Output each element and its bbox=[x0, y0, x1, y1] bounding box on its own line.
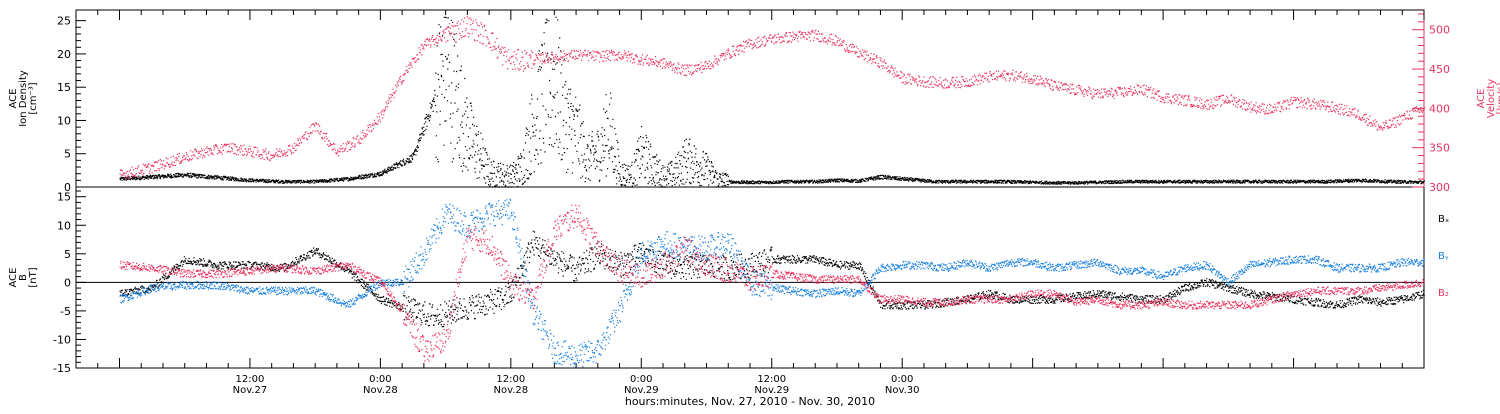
x-tick-label-date: Nov.29 bbox=[624, 385, 659, 396]
top-left-tick-label: 25 bbox=[57, 15, 71, 28]
velocity-series bbox=[119, 16, 1426, 180]
x-axis-label: hours:minutes, Nov. 27, 2010 - Nov. 30, … bbox=[625, 395, 875, 408]
x-tick-label-time: 12:00 bbox=[757, 374, 786, 385]
x-tick-label-date: Nov.27 bbox=[233, 385, 268, 396]
top-left-tick-label: 20 bbox=[57, 48, 71, 61]
legend-entry: Bᵧ bbox=[1438, 251, 1449, 262]
x-tick-label-date: Nov.28 bbox=[363, 385, 398, 396]
x-tick-label-date: Nov.29 bbox=[754, 385, 789, 396]
bottom-left-ylabel: ACE B [nT] bbox=[8, 267, 39, 287]
top-right-ylabel-line: [km/s] bbox=[1496, 82, 1500, 114]
x-tick-label-time: 0:00 bbox=[891, 374, 913, 385]
bottom-left-tick-label: 5 bbox=[64, 248, 71, 261]
bottom-left-ylabel-line: [nT] bbox=[28, 267, 39, 287]
x-tick-label-date: Nov.30 bbox=[885, 385, 920, 396]
x-tick-label-date: Nov.28 bbox=[494, 385, 529, 396]
top-right-tick-label: 500 bbox=[1429, 24, 1450, 37]
by-series bbox=[119, 198, 1425, 368]
top-left-ylabel-line: Ion Density bbox=[18, 70, 29, 127]
top-right-tick-label: 300 bbox=[1429, 181, 1450, 194]
top-right-ylabel-line: Velocity bbox=[1486, 79, 1497, 118]
bottom-left-tick-label: 0 bbox=[64, 276, 71, 289]
x-tick-label-time: 0:00 bbox=[369, 374, 391, 385]
bottom-left-tick-label: 10 bbox=[57, 219, 71, 232]
legend-entry: B₂ bbox=[1438, 288, 1449, 299]
bx-series bbox=[119, 230, 1425, 328]
top-right-tick-label: 350 bbox=[1429, 142, 1450, 155]
bottom-left-tick-label: -10 bbox=[53, 333, 71, 346]
bottom-left-tick-label: 15 bbox=[57, 191, 71, 204]
top-right-tick-label: 400 bbox=[1429, 102, 1450, 115]
top-right-ylabel: ACE Velocity [km/s] bbox=[1476, 79, 1500, 118]
top-left-tick-label: 5 bbox=[64, 148, 71, 161]
x-tick-label-time: 12:00 bbox=[496, 374, 525, 385]
top-panel-frame bbox=[75, 9, 1425, 188]
legend-entry: Bₓ bbox=[1438, 214, 1449, 225]
top-left-tick-label: 15 bbox=[57, 81, 71, 94]
top-right-ylabel-line: ACE bbox=[1476, 89, 1487, 109]
top-left-ylabel: ACE Ion Density [cm⁻³] bbox=[8, 70, 39, 127]
density-series bbox=[119, 16, 1425, 188]
x-tick-label-time: 12:00 bbox=[236, 374, 265, 385]
bottom-left-tick-label: -5 bbox=[60, 305, 71, 318]
bz-series bbox=[119, 204, 1425, 362]
top-right-tick-label: 450 bbox=[1429, 63, 1450, 76]
bottom-left-ylabel-line: ACE bbox=[8, 268, 19, 288]
bottom-left-tick-label: -15 bbox=[53, 362, 71, 375]
top-left-ylabel-line: ACE bbox=[8, 89, 19, 109]
top-left-ylabel-line: [cm⁻³] bbox=[28, 82, 39, 114]
bottom-left-ylabel-line: B bbox=[18, 274, 29, 281]
x-tick-label-time: 0:00 bbox=[630, 374, 652, 385]
top-left-tick-label: 10 bbox=[57, 114, 71, 127]
top-left-tick-label: 0 bbox=[64, 181, 71, 194]
